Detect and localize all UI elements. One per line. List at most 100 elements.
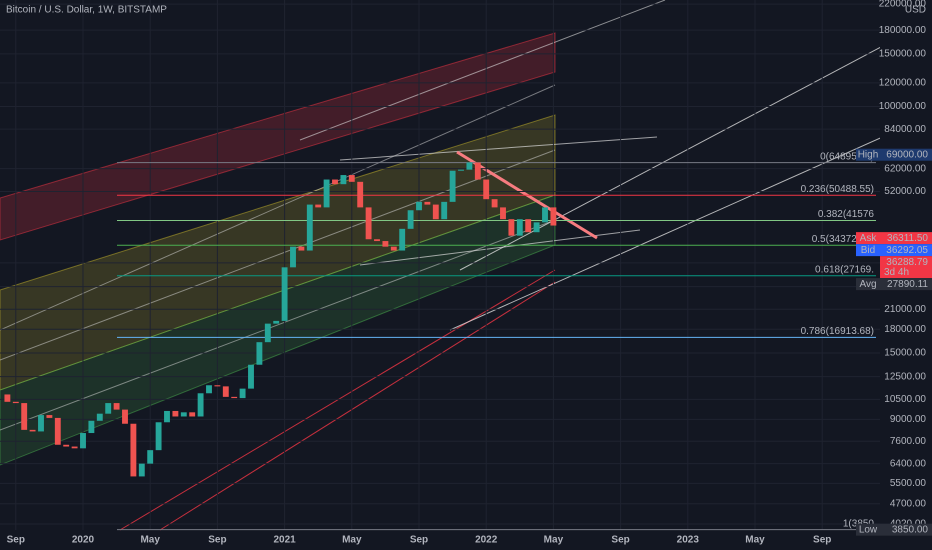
candle-body — [46, 415, 53, 418]
y-tick-label: 10500.00 — [884, 394, 926, 405]
price-tag-value: 27890.11 — [887, 279, 928, 290]
x-tick-label: Sep — [813, 535, 831, 546]
candle-body — [206, 385, 212, 394]
candle-body — [466, 162, 473, 170]
candle-body — [222, 386, 229, 397]
trend-line — [119, 269, 556, 531]
price-tag-value: 36292.05 — [886, 245, 928, 256]
candle-body — [508, 219, 515, 236]
plot — [0, 0, 880, 531]
price-tag — [880, 256, 932, 279]
candle-body — [458, 169, 464, 171]
price-tag-name-box — [856, 232, 880, 245]
x-tick-label: 2021 — [273, 535, 296, 546]
candle-body — [315, 204, 322, 208]
candle-body — [54, 417, 61, 445]
x-tick-label: May — [745, 535, 765, 546]
trend-line — [299, 0, 666, 141]
candle-body — [323, 179, 330, 208]
y-tick-label: 100000.00 — [879, 101, 927, 112]
x-tick-label: May — [544, 535, 564, 546]
channel-line — [0, 84, 556, 331]
price-tag-value: 36288.79 — [886, 257, 928, 268]
candle-body — [231, 396, 238, 399]
y-tick-label: 21000.00 — [884, 304, 926, 315]
trend-line — [159, 281, 556, 531]
price-tag-name: Avg — [859, 279, 876, 290]
candle-body — [340, 175, 347, 185]
y-tick-label: 9000.00 — [890, 414, 927, 425]
candle-body — [138, 463, 145, 477]
candle-body — [281, 267, 288, 321]
y-tick-label: 5500.00 — [890, 478, 927, 489]
y-tick-label: 52000.00 — [884, 186, 926, 197]
x-tick-label: May — [140, 535, 160, 546]
candle-body — [298, 246, 305, 251]
candle-body — [357, 181, 364, 208]
trend-line — [449, 114, 932, 331]
candle-body — [180, 412, 187, 417]
candle-body — [542, 207, 548, 223]
x-tick-label: Sep — [7, 535, 25, 546]
candle-body — [382, 241, 389, 247]
fib-label: 0.618(27169. — [815, 264, 874, 275]
y-tick-label: 220000.00 — [879, 0, 927, 10]
price-tag-value: 69000.00 — [886, 149, 928, 160]
candle-body — [491, 199, 498, 208]
candle-body — [63, 444, 70, 447]
candle-body — [172, 410, 179, 417]
price-tag-name-box — [856, 244, 880, 257]
candle-body — [239, 388, 246, 399]
fib-label: 0.786(16913.68) — [801, 326, 874, 337]
candle-body — [348, 175, 355, 182]
price-tag — [880, 278, 932, 291]
x-tick-label: Sep — [611, 535, 629, 546]
candle-body — [21, 403, 28, 430]
candle-body — [533, 222, 540, 233]
candle-body — [88, 420, 95, 434]
y-tick-label: 18000.00 — [884, 324, 926, 335]
price-tag — [880, 523, 932, 536]
candle-body — [416, 201, 422, 211]
candle-body — [256, 342, 263, 365]
candle-body — [273, 320, 280, 324]
y-tick-label: 150000.00 — [879, 48, 927, 59]
candle-body — [474, 162, 481, 180]
candle-body — [407, 210, 414, 229]
candle-body — [130, 423, 137, 477]
y-tick-label: 4700.00 — [890, 498, 927, 509]
chart-title: Bitcoin / U.S. Dollar, 1W, BITSTAMP — [6, 5, 167, 16]
candle-body — [365, 207, 372, 240]
candle-body — [4, 394, 11, 402]
price-tag — [880, 244, 932, 257]
price-tag-value: 3850.00 — [892, 524, 929, 535]
y-tick-label: 180000.00 — [879, 25, 927, 36]
candle-body — [80, 433, 86, 449]
x-tick-label: 2023 — [677, 535, 700, 546]
y-tick-label: 15000.00 — [884, 348, 926, 359]
y-tick-label: 62000.00 — [884, 163, 926, 174]
price-tag — [880, 148, 932, 161]
channel-line — [0, 219, 556, 431]
candle-body — [525, 219, 532, 233]
price-tag-name-box — [856, 523, 880, 536]
candle-body — [96, 413, 103, 421]
candle-body — [441, 201, 448, 220]
price-tag-name-box — [856, 278, 880, 291]
candle-body — [248, 364, 254, 389]
candle-body — [214, 385, 221, 387]
candle-body — [483, 179, 490, 200]
candle-body — [29, 429, 36, 432]
red-channel — [0, 32, 556, 241]
y-tick-label: 7600.00 — [890, 436, 927, 447]
price-tag-name: Ask — [860, 233, 878, 244]
fib-label: 0.5(34372.61) — [812, 234, 874, 245]
candle-body — [12, 401, 19, 404]
price-tag-value: 36311.50 — [887, 233, 928, 244]
candle-body — [147, 450, 154, 464]
y-tick-label: 120000.00 — [879, 77, 927, 88]
fib-label: 0.236(50488.55) — [801, 184, 874, 195]
candle-body — [113, 403, 120, 410]
price-tag — [880, 232, 932, 245]
